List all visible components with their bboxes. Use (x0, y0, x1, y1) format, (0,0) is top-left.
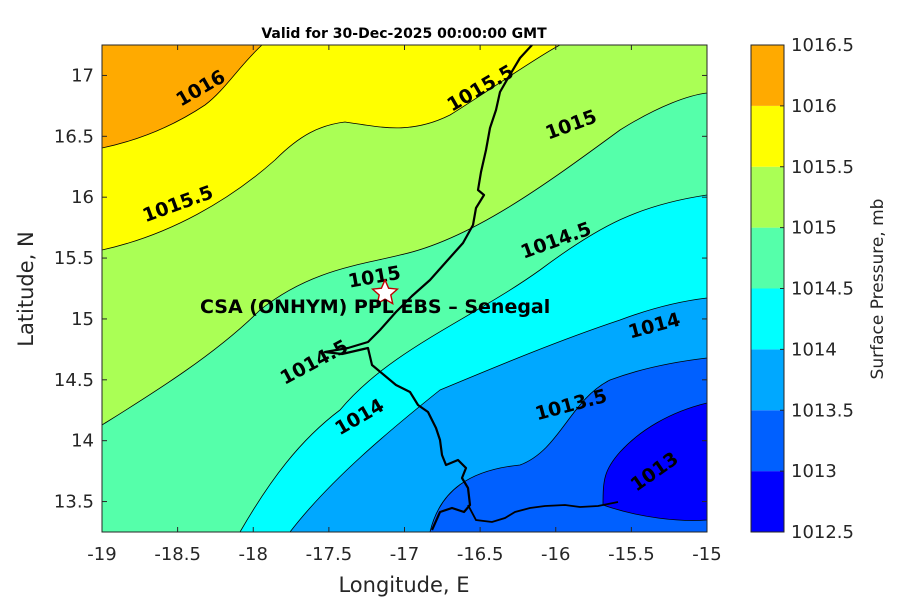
band-1016-1016.5 (102, 45, 263, 149)
x-tick-label: -17 (390, 544, 419, 565)
coastline (323, 45, 533, 531)
colorbar-tick-label: 1016 (791, 96, 837, 117)
y-tick-label: 16.5 (54, 126, 94, 147)
y-tick-label: 17 (71, 65, 94, 86)
y-tick-label: 15.5 (54, 248, 94, 269)
x-tick-label: -15.5 (608, 544, 655, 565)
x-axis-label: Longitude, E (338, 573, 469, 597)
colorbar-tick-label: 1014 (791, 339, 837, 360)
x-tick-label: -16 (541, 544, 570, 565)
y-axis: 17 16.5 16 15.5 15 14.5 14 13.5 (54, 65, 707, 513)
colorbar-band (751, 105, 784, 167)
y-tick-label: 16 (71, 187, 94, 208)
colorbar: 1016.5 1016 1015.5 1015 1014.5 1014 1013.5 1013… (750, 35, 854, 543)
colorbar-band (751, 288, 784, 350)
colorbar-tick-label: 1015 (791, 218, 837, 239)
colorbar-band (751, 349, 784, 411)
y-axis-label: Latitude, N (14, 231, 38, 347)
site-star-marker (370, 278, 400, 305)
river-inlet (467, 501, 619, 523)
colorbar-tick-label: 1014.5 (791, 279, 854, 300)
colorbar-band (751, 410, 784, 472)
x-tick-label: -15 (692, 544, 721, 565)
colorbar-label: Surface Pressure, mb (868, 199, 888, 380)
site-annotation: CSA (ONHYM) PPL EBS – Senegal (200, 278, 550, 318)
band-1015.5-1016 (102, 45, 561, 251)
colorbar-tick-label: 1013.5 (791, 400, 854, 421)
y-tick-label: 14.5 (54, 370, 94, 391)
contour-field (102, 45, 707, 532)
colorbar-band (751, 45, 784, 106)
site-label: CSA (ONHYM) PPL EBS – Senegal (200, 296, 550, 318)
colorbar-tick-label: 1012.5 (791, 522, 854, 543)
colorbar-tick-label: 1016.5 (791, 35, 854, 56)
chart-title: Valid for 30-Dec-2025 00:00:00 GMT (261, 26, 547, 42)
band-1012.5-1013 (602, 402, 707, 521)
y-tick-label: 14 (71, 431, 94, 452)
x-tick-label: -16.5 (457, 544, 504, 565)
colorbar-tick-label: 1013 (791, 461, 837, 482)
colorbar-tick-label: 1015.5 (791, 157, 854, 178)
x-tick-label: -18 (239, 544, 268, 565)
y-tick-label: 13.5 (54, 492, 94, 513)
x-tick-label: -17.5 (306, 544, 353, 565)
colorbar-band (751, 227, 784, 289)
x-tick-label: -18.5 (154, 544, 201, 565)
x-axis: -19 -18.5 -18 -17.5 -17 -16.5 -16 -15.5 -15 (87, 45, 722, 565)
x-tick-label: -19 (87, 544, 116, 565)
y-tick-label: 15 (71, 309, 94, 330)
colorbar-band (751, 471, 784, 532)
colorbar-band (751, 166, 784, 228)
